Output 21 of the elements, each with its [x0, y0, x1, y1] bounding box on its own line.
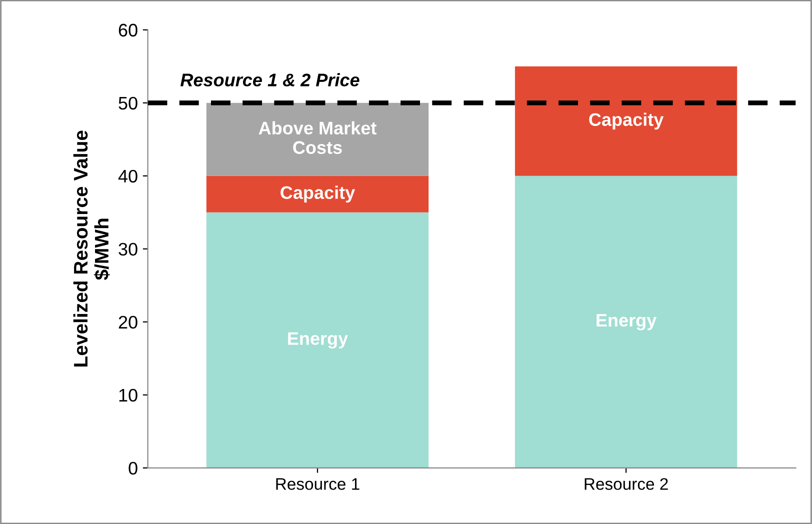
bar	[206, 212, 429, 468]
bar	[206, 176, 429, 212]
y-tick-label: 20	[118, 316, 138, 329]
x-tick-label: Resource 2	[584, 478, 668, 490]
series-label: Above Market Costs	[258, 121, 376, 154]
y-tick-label: 10	[119, 388, 138, 402]
y-tick-label: 30	[118, 242, 138, 256]
bar	[514, 176, 738, 468]
series-label: Energy	[288, 332, 348, 349]
y-tick-label: 40	[118, 170, 138, 183]
y-tick-label: 50	[118, 96, 138, 110]
series-label: Capacity	[280, 186, 356, 203]
ref-line-label: Resource 1 & 2 Price	[180, 73, 360, 86]
bar	[206, 102, 429, 176]
bar	[514, 66, 738, 176]
text: Energy	[596, 314, 657, 330]
text: Capacity	[589, 112, 664, 130]
y-axis-title: Levelized Resource Value $/MWh	[73, 130, 110, 366]
y-tick-label: 60	[118, 24, 138, 37]
x-tick-label: Resource 1	[276, 478, 360, 490]
y-tick-label: 0	[128, 462, 138, 475]
